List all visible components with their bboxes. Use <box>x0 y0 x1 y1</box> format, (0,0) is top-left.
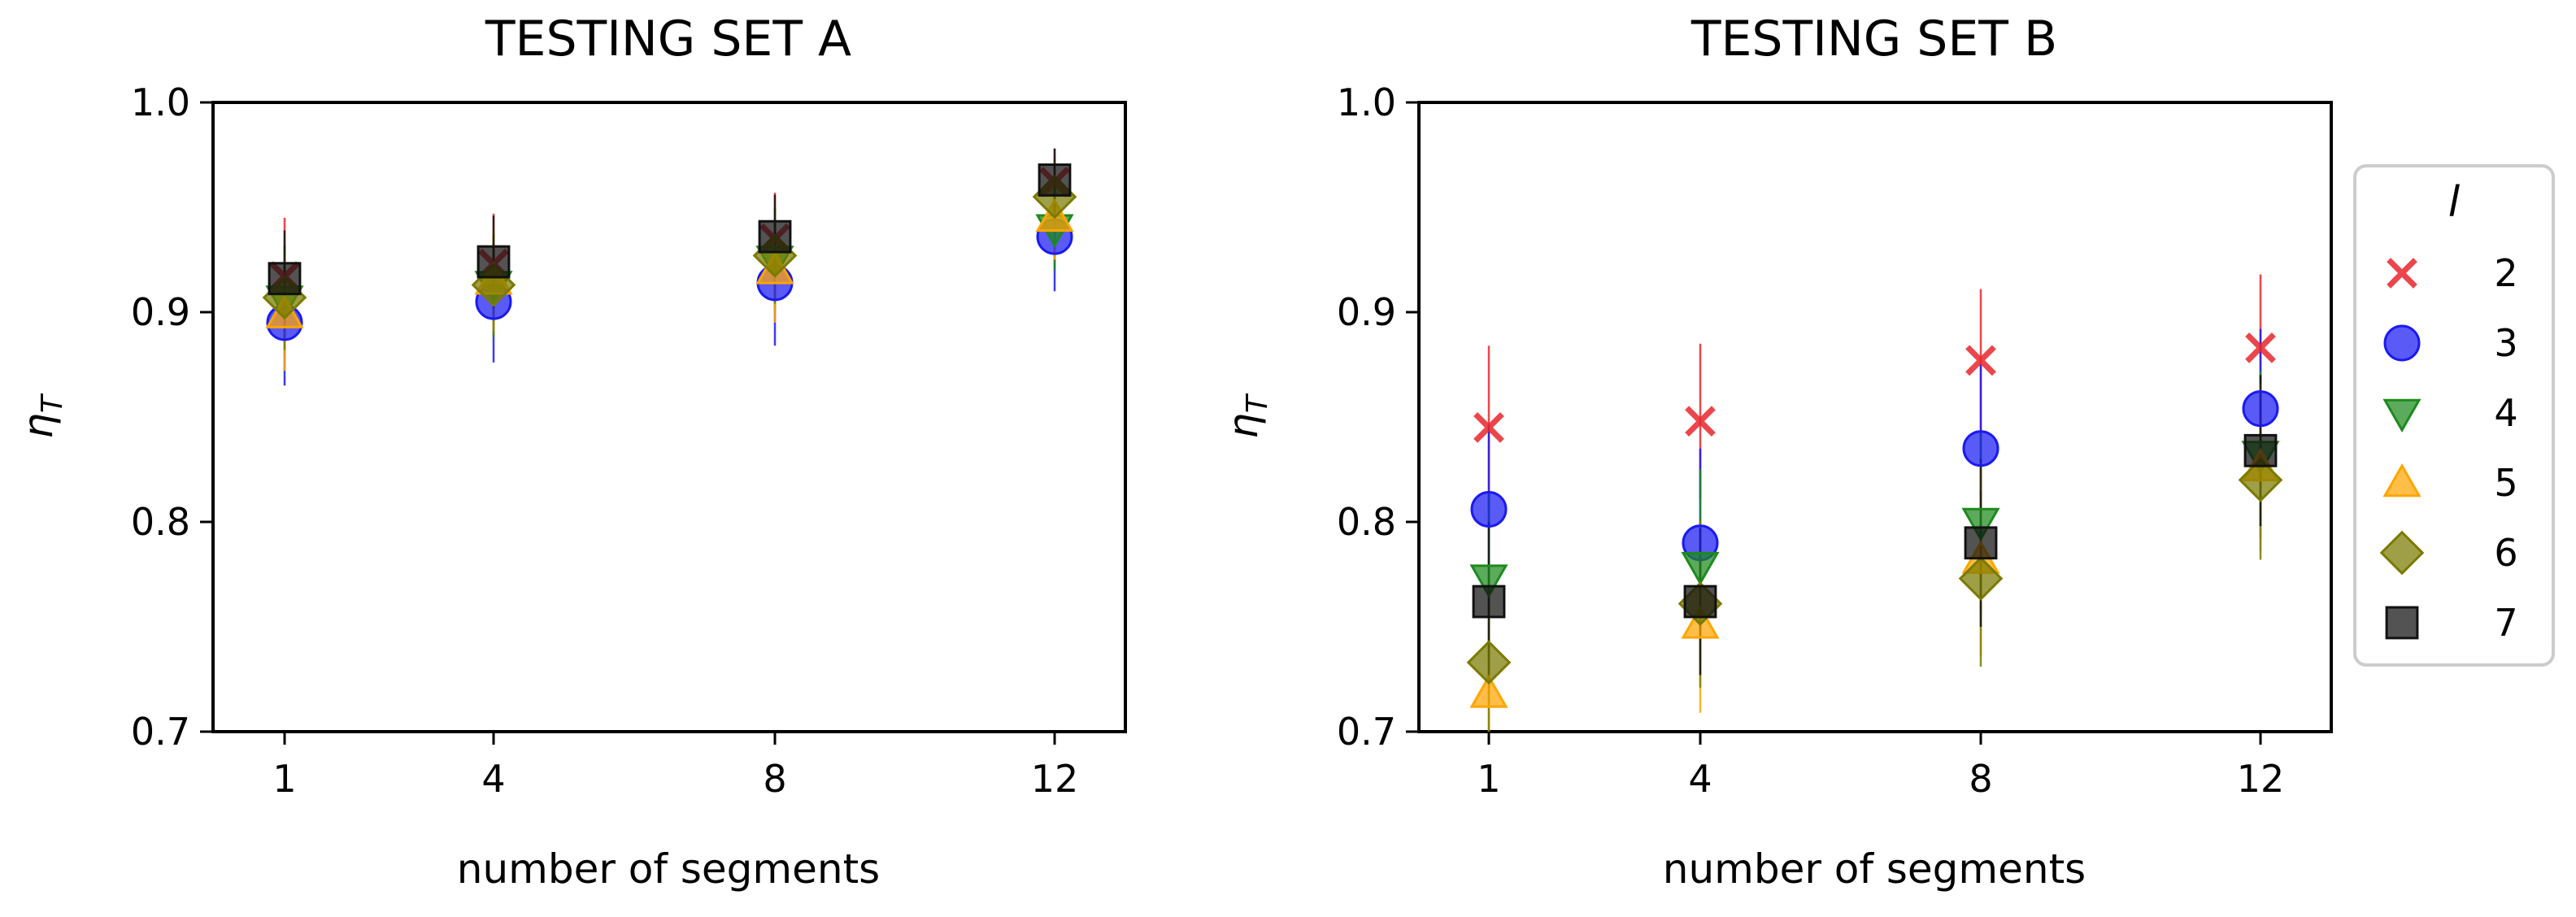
data-point-b-series-6 <box>1466 640 1512 685</box>
plot-area-b <box>1417 101 2333 733</box>
y-axis-label-eta-b: η <box>1220 413 1267 439</box>
x-tick-label: 4 <box>481 757 505 801</box>
legend-label-4: 4 <box>2494 391 2517 435</box>
data-marks-b <box>1466 274 2283 732</box>
data-point-b-series-3 <box>2242 390 2279 428</box>
legend-marker-2 <box>2387 258 2417 289</box>
data-point-b-series-7 <box>1683 585 1717 619</box>
y-tick-label: 0.9 <box>1337 290 1396 334</box>
x-tick-label: 1 <box>272 757 296 801</box>
data-point-b-series-3 <box>1470 491 1508 528</box>
data-point-a-series-7 <box>268 262 302 296</box>
y-axis-label-b: ηT <box>1220 393 1274 439</box>
y-tick-label: 1.0 <box>131 80 190 124</box>
data-point-b-series-2 <box>1965 345 1996 376</box>
legend-label-7: 7 <box>2494 601 2517 645</box>
data-point-b-series-7 <box>2243 433 2278 467</box>
data-point-b-series-6 <box>2238 458 2283 502</box>
y-tick-label: 0.8 <box>1337 500 1396 544</box>
x-axis-label-b: number of segments <box>1663 845 2086 893</box>
x-tick-label: 8 <box>763 757 786 801</box>
data-point-b-series-3 <box>1962 430 1999 467</box>
plot-area-a <box>211 101 1127 733</box>
legend-entries: 2 3 4 5 6 7 <box>2379 251 2518 645</box>
data-point-b-series-6 <box>1958 556 2004 601</box>
data-point-b-series-4 <box>1681 551 1720 586</box>
data-point-b-series-4 <box>1469 564 1508 598</box>
legend-marker-6 <box>2379 530 2425 576</box>
x-axis-label-a: number of segments <box>457 845 880 893</box>
y-axis-label-eta-a: η <box>15 413 62 439</box>
x-tick-label: 8 <box>1969 757 1992 801</box>
legend-label-2: 2 <box>2494 251 2517 295</box>
data-point-a-series-7 <box>1038 163 1072 197</box>
y-tick-label: 0.7 <box>131 710 190 754</box>
y-tick-label: 0.9 <box>131 290 190 334</box>
legend-label-3: 3 <box>2494 321 2517 365</box>
chart-title-b: TESTING SET B <box>1690 11 2057 67</box>
x-tick-label: 1 <box>1477 757 1500 801</box>
chart-title-a: TESTING SET A <box>485 11 851 67</box>
chart-panel-b: TESTING SET B number of segments ηT 0.7 0… <box>1220 11 2333 893</box>
y-tick-label: 0.7 <box>1337 710 1396 754</box>
chart-panel-a: TESTING SET A number of segments ηT 0.7 0… <box>15 11 1127 893</box>
legend-marker-4 <box>2382 398 2422 433</box>
legend-box <box>2353 164 2555 667</box>
y-axis-label-a: ηT <box>15 393 69 439</box>
y-tick-label: 1.0 <box>1337 80 1396 124</box>
y-axis-label-sub-b: T <box>1241 393 1274 413</box>
data-point-b-series-2 <box>1685 406 1716 437</box>
legend-title: l <box>2448 178 2461 227</box>
legend-marker-7 <box>2385 606 2419 640</box>
data-point-b-series-4 <box>1961 507 2000 542</box>
y-axis-label-sub-a: T <box>36 393 69 413</box>
legend-marker-5 <box>2382 463 2422 498</box>
data-point-b-series-7 <box>1964 526 1998 560</box>
legend-label-5: 5 <box>2494 461 2517 505</box>
x-tick-label: 12 <box>2237 757 2285 801</box>
legend: l 2 3 4 5 6 7 <box>2353 164 2555 667</box>
data-point-b-series-5 <box>1469 674 1508 708</box>
legend-label-6: 6 <box>2494 531 2517 575</box>
y-tick-label: 0.8 <box>131 500 190 544</box>
data-marks-a <box>262 148 1077 386</box>
data-point-b-series-2 <box>2245 332 2276 363</box>
data-point-a-series-7 <box>476 245 511 279</box>
x-tick-label: 4 <box>1688 757 1712 801</box>
data-point-a-series-7 <box>758 219 792 254</box>
legend-marker-3 <box>2383 324 2421 362</box>
data-point-b-series-7 <box>1472 585 1506 619</box>
x-tick-label: 12 <box>1031 757 1079 801</box>
data-point-b-series-2 <box>1473 412 1504 443</box>
